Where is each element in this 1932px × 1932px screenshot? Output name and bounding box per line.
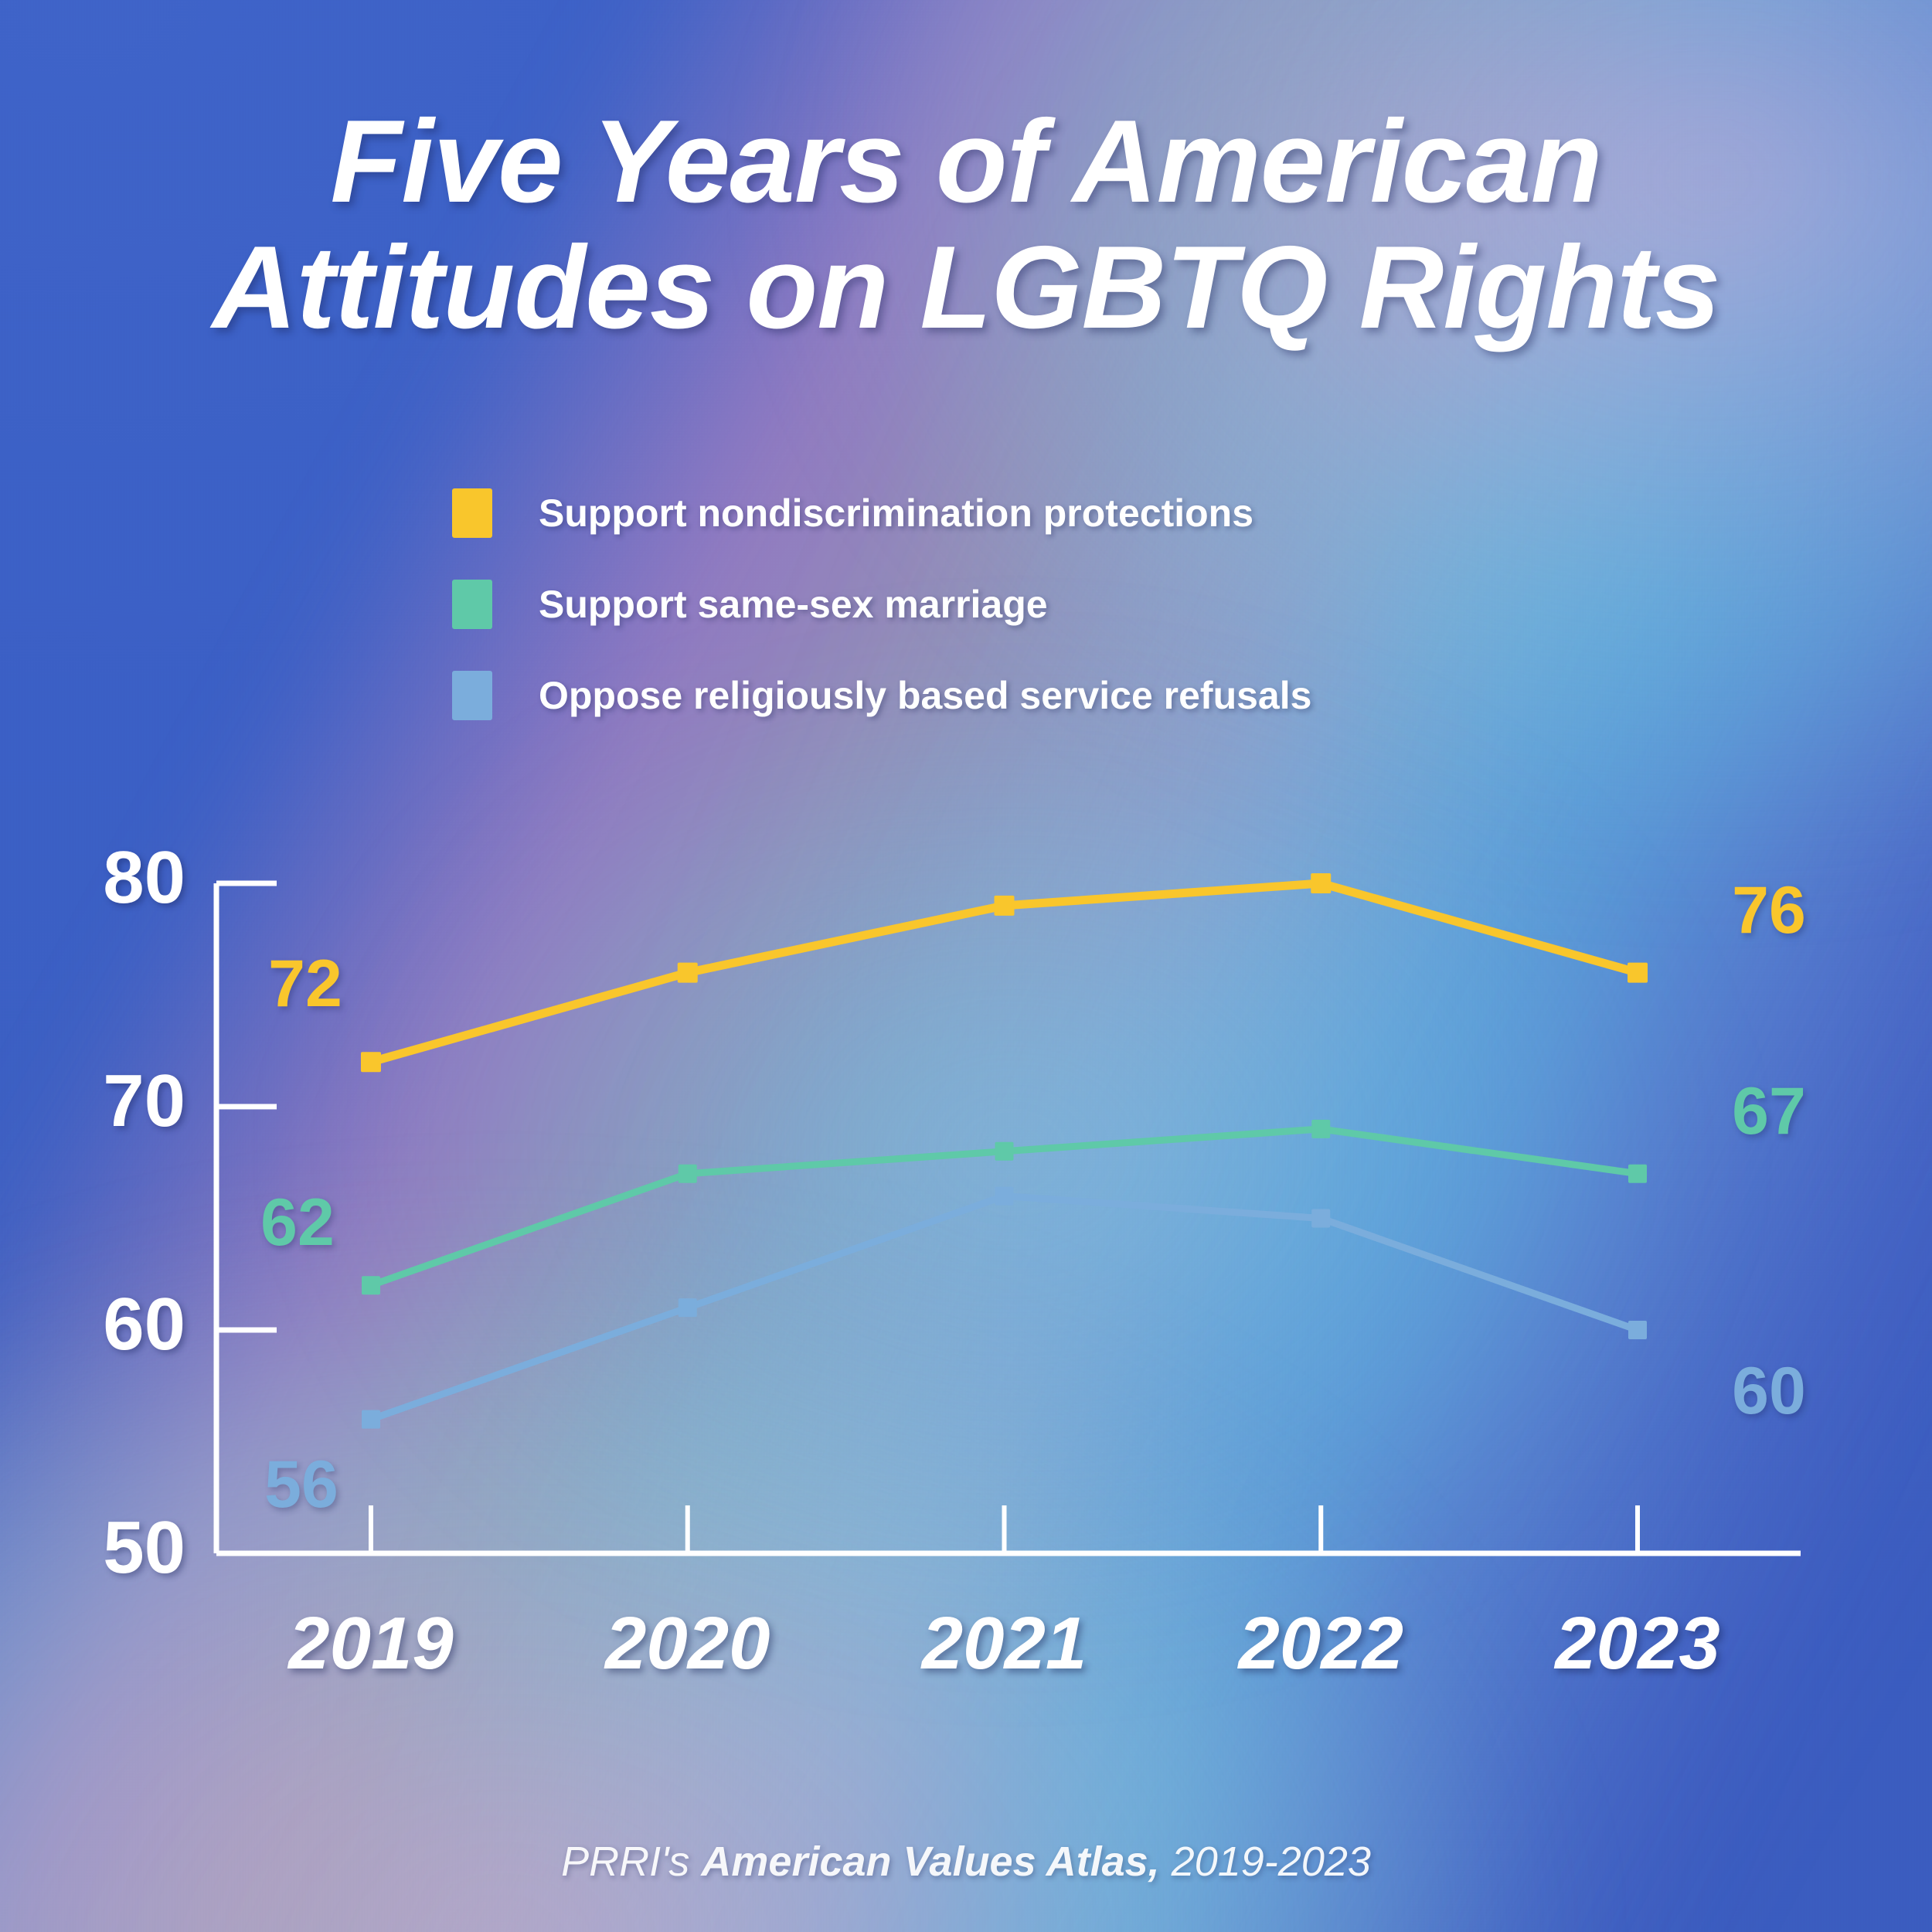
data-point-marker (1628, 1321, 1647, 1339)
data-point-marker (1311, 873, 1331, 893)
x-axis-tick-label: 2021 (877, 1601, 1132, 1686)
source-title: American Values Atlas, (701, 1838, 1159, 1885)
data-point-marker (1311, 1209, 1330, 1228)
data-point-marker (1628, 963, 1648, 983)
series-end-value-label: 76 (1680, 872, 1858, 949)
series-start-value-label: 72 (216, 946, 394, 1022)
source-note: PRRI's American Values Atlas, 2019-2023 (0, 1838, 1932, 1886)
data-point-marker (362, 1276, 380, 1294)
source-prefix: PRRI's (561, 1838, 701, 1885)
series-start-value-label: 56 (213, 1447, 390, 1523)
series-start-value-label: 62 (209, 1185, 386, 1261)
y-axis-tick-label: 70 (8, 1059, 185, 1144)
y-axis-tick-label: 60 (8, 1282, 185, 1367)
series-end-value-label: 67 (1680, 1073, 1858, 1150)
source-years: 2019-2023 (1160, 1838, 1371, 1885)
data-point-marker (1628, 1165, 1647, 1183)
data-point-marker (679, 1298, 697, 1317)
chart-axes (216, 883, 1801, 1553)
data-point-marker (361, 1052, 381, 1072)
x-axis-tick-label: 2020 (560, 1601, 815, 1686)
series-end-value-label: 60 (1680, 1353, 1858, 1430)
data-point-marker (362, 1410, 380, 1429)
series-line (371, 1196, 1638, 1420)
line-chart: 50 60 70 80 2019 2020 2021 2022 2023 72 76 62 67 56… (0, 0, 1932, 1932)
x-axis-tick-label: 2022 (1193, 1601, 1448, 1686)
data-point-marker (995, 1187, 1014, 1206)
y-axis-tick-label: 50 (8, 1505, 185, 1590)
series-1 (361, 873, 1648, 1072)
data-point-marker (678, 963, 698, 983)
x-axis-tick-label: 2019 (243, 1601, 498, 1686)
x-axis-tick-label: 2023 (1510, 1601, 1765, 1686)
y-axis-tick-label: 80 (8, 835, 185, 920)
data-point-marker (995, 896, 1015, 916)
data-point-marker (995, 1142, 1014, 1161)
data-point-marker (679, 1165, 697, 1183)
data-point-marker (1311, 1120, 1330, 1138)
